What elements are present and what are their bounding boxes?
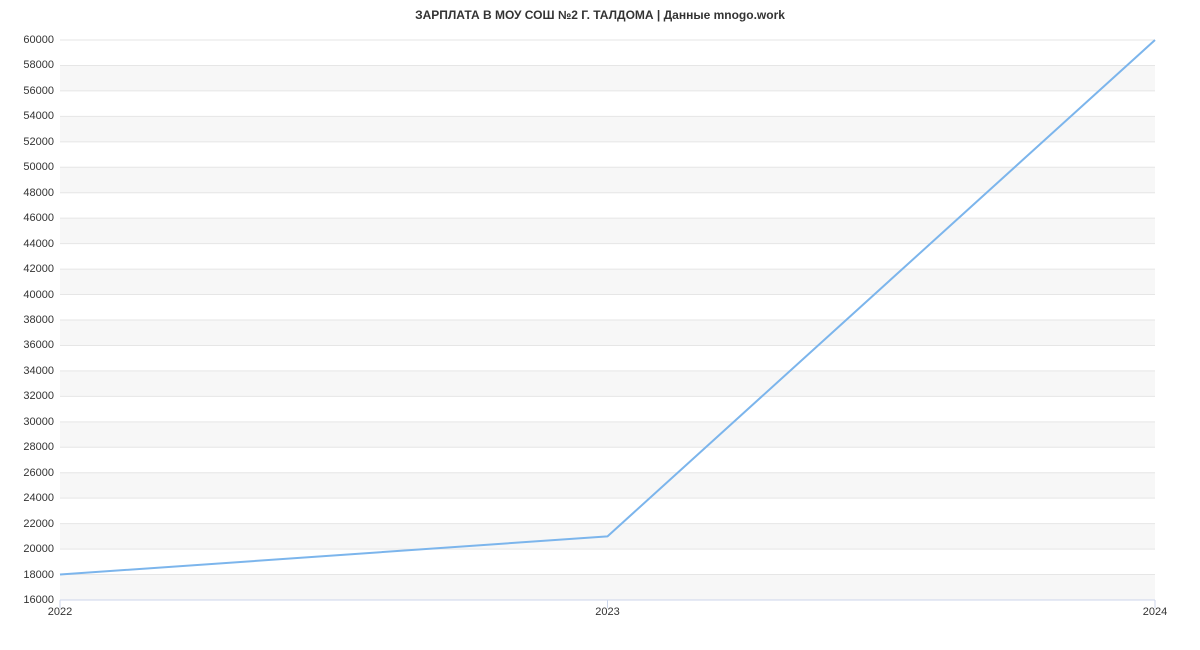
y-tick-label: 52000 <box>23 136 54 148</box>
chart-title: ЗАРПЛАТА В МОУ СОШ №2 Г. ТАЛДОМА | Данны… <box>0 8 1200 22</box>
y-tick-label: 32000 <box>23 390 54 402</box>
y-tick-label: 20000 <box>23 543 54 555</box>
y-tick-label: 40000 <box>23 289 54 301</box>
y-tick-label: 24000 <box>23 492 54 504</box>
y-tick-label: 44000 <box>23 238 54 250</box>
y-tick-label: 48000 <box>23 187 54 199</box>
x-tick-label: 2023 <box>595 606 619 618</box>
plot-area: 1600018000200002200024000260002800030000… <box>60 40 1155 600</box>
y-tick-label: 30000 <box>23 416 54 428</box>
y-tick-label: 36000 <box>23 339 54 351</box>
y-tick-label: 28000 <box>23 441 54 453</box>
y-tick-label: 58000 <box>23 59 54 71</box>
y-tick-label: 54000 <box>23 110 54 122</box>
x-tick-label: 2022 <box>48 606 72 618</box>
salary-chart: ЗАРПЛАТА В МОУ СОШ №2 Г. ТАЛДОМА | Данны… <box>0 0 1200 650</box>
y-tick-label: 56000 <box>23 85 54 97</box>
y-tick-label: 42000 <box>23 263 54 275</box>
y-tick-label: 22000 <box>23 518 54 530</box>
y-tick-label: 38000 <box>23 314 54 326</box>
plot-svg <box>60 40 1155 600</box>
y-tick-label: 50000 <box>23 161 54 173</box>
y-tick-label: 34000 <box>23 365 54 377</box>
x-tick-label: 2024 <box>1143 606 1167 618</box>
y-tick-label: 16000 <box>23 594 54 606</box>
y-tick-label: 26000 <box>23 467 54 479</box>
y-tick-label: 46000 <box>23 212 54 224</box>
y-tick-label: 60000 <box>23 34 54 46</box>
y-tick-label: 18000 <box>23 569 54 581</box>
